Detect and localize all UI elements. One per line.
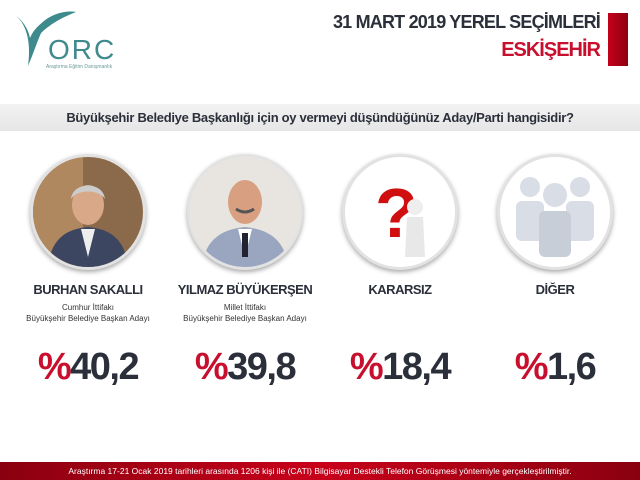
candidate-name: DİĞER: [535, 282, 575, 297]
candidate-description: Cumhur İttifakı Büyükşehir Belediye Başka…: [13, 302, 163, 326]
footer-note: Araştırma 17-21 Ocak 2019 tarihleri aras…: [0, 462, 640, 480]
candidate-card: ? KARARSIZ %18,4: [325, 154, 475, 390]
orc-logo-icon: [16, 11, 76, 66]
role: Büyükşehir Belediye Başkan Adayı: [183, 314, 307, 323]
question-text: Büyükşehir Belediye Başkanlığı için oy v…: [66, 110, 574, 125]
candidate-description: Millet İttifakı Büyükşehir Belediye Başka…: [170, 302, 320, 326]
candidate-photo: [30, 154, 146, 270]
percent-symbol: %: [514, 346, 549, 388]
percent-value: 39,8: [227, 346, 296, 388]
percent-value: 18,4: [382, 346, 451, 388]
percent-symbol: %: [349, 346, 384, 388]
header: 31 MART 2019 YEREL SEÇİMLERİ ESKİŞEHİR: [200, 12, 601, 62]
people-group-icon: [497, 154, 613, 270]
percent-value: 40,2: [70, 346, 139, 388]
candidate-photo: [187, 154, 303, 270]
accent-block: [608, 13, 628, 66]
logo-text: ORC: [48, 34, 117, 65]
alliance: Cumhur İttifakı: [61, 303, 114, 312]
page-subtitle: ESKİŞEHİR: [501, 39, 601, 61]
percent-symbol: %: [37, 346, 72, 388]
percent-symbol: %: [194, 346, 229, 388]
candidate-name: BURHAN SAKALLI: [33, 282, 143, 297]
logo-subtitle: Araştırma Eğitim Danışmanlık: [46, 64, 113, 70]
candidate-name: KARARSIZ: [368, 282, 432, 297]
question-mark-icon: ?: [342, 154, 458, 270]
role: Büyükşehir Belediye Başkan Adayı: [26, 314, 150, 323]
candidate-card: BURHAN SAKALLI Cumhur İttifakı Büyükşehir…: [13, 154, 163, 390]
alliance: Millet İttifakı: [223, 303, 267, 312]
question-bar: [0, 104, 640, 131]
candidate-name: YILMAZ BÜYÜKERŞEN: [177, 282, 313, 297]
page-title: 31 MART 2019 YEREL SEÇİMLERİ: [332, 12, 601, 32]
percent-value: 1,6: [546, 346, 597, 388]
candidate-card: YILMAZ BÜYÜKERŞEN Millet İttifakı Büyükşe…: [170, 154, 320, 390]
candidate-card: DİĞER %1,6: [480, 154, 630, 390]
